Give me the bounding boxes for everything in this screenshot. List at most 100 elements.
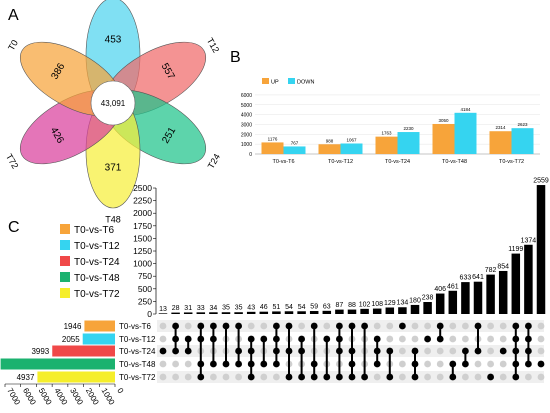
c-matrix-dot-off xyxy=(474,360,482,368)
c-matrix-dot-off xyxy=(449,322,457,330)
c-intersection-bar xyxy=(335,309,344,314)
c-intersection-value: 108 xyxy=(371,301,383,308)
petal-value-t6: 453 xyxy=(105,35,122,46)
b-bar-up xyxy=(489,131,512,154)
c-legend-label: T0-vs-T48 xyxy=(74,273,120,284)
b-category-label: T0-vs-T72 xyxy=(499,159,524,165)
c-intersection-value: 46 xyxy=(260,304,268,311)
c-matrix-dot-off xyxy=(487,322,494,330)
c-matrix-dot-off xyxy=(386,322,394,330)
c-matrix-dot-off xyxy=(462,373,469,381)
venn-center-value: 43,091 xyxy=(101,99,126,108)
b-ytick-label: 2000 xyxy=(241,132,252,138)
b-bar-value: 3050 xyxy=(438,118,449,123)
c-ytick-label: 1750 xyxy=(133,221,152,231)
c-matrix-dot-off xyxy=(210,373,217,381)
panel-a-label: A xyxy=(8,7,19,24)
b-legend-label: DOWN xyxy=(297,80,314,86)
c-intersection-bar xyxy=(309,311,319,314)
c-intersection-value: 54 xyxy=(285,304,293,311)
c-matrix-dot-off xyxy=(474,373,482,381)
c-matrix-dot-off xyxy=(159,360,167,368)
c-matrix-dot-off xyxy=(373,373,381,381)
up-down-bar-chart: 0 1000 2000 3000 4000 5000 6000 T0-vs-T6 1176 767… xyxy=(241,78,540,165)
c-set-size-bar xyxy=(52,345,115,357)
b-legend-swatch xyxy=(288,78,295,84)
b-bar-value: 4184 xyxy=(460,107,471,112)
c-matrix-dot-off xyxy=(323,322,331,330)
c-matrix-dot-off xyxy=(260,373,268,381)
c-matrix-dot-on xyxy=(159,347,167,355)
c-intersection-bar xyxy=(246,311,256,314)
c-intersection-value: 35 xyxy=(222,305,230,312)
c-intersection-value: 406 xyxy=(434,286,446,293)
b-bar-up xyxy=(261,142,284,154)
c-intersection-bar xyxy=(234,312,243,314)
c-set-size-tick-label: 5000 xyxy=(37,387,54,407)
c-intersection-bar xyxy=(158,313,168,314)
b-bar-up xyxy=(318,144,341,154)
c-intersection-bar xyxy=(183,312,193,314)
c-intersection-bar xyxy=(524,244,533,314)
c-set-size-value: 4937 xyxy=(17,373,35,382)
c-intersection-value: 129 xyxy=(384,300,396,307)
b-bar-value: 988 xyxy=(326,138,334,143)
c-matrix-dot-off xyxy=(436,360,444,368)
c-matrix-dot-off xyxy=(436,347,444,355)
c-matrix-dot-off xyxy=(235,373,243,381)
petal-label-t48: T48 xyxy=(105,215,121,225)
c-legend-swatch xyxy=(60,256,70,266)
c-ytick-label: 2500 xyxy=(133,183,152,193)
c-matrix-dot-off xyxy=(424,322,431,330)
c-legend-label: T0-vs-T6 xyxy=(74,225,114,236)
c-ytick-label: 750 xyxy=(138,271,152,281)
b-ytick-label: 4000 xyxy=(241,113,252,119)
c-legend-label: T0-vs-T72 xyxy=(74,289,120,300)
c-set-size-tick-label: 2000 xyxy=(84,387,101,407)
c-matrix-dot-on xyxy=(537,360,545,368)
b-bar-up xyxy=(375,136,398,154)
c-matrix-dot-off xyxy=(436,373,444,381)
b-bar-down xyxy=(283,146,306,154)
c-set-name: T0-vs-T6 xyxy=(119,322,152,331)
c-intersection-bar xyxy=(347,309,357,314)
c-intersection-bar xyxy=(498,270,508,314)
c-matrix-dot-off xyxy=(424,373,431,381)
c-set-size-tick-label: 3000 xyxy=(68,387,85,407)
b-bar-down xyxy=(340,143,363,154)
c-matrix-dot-on xyxy=(399,322,406,330)
c-matrix-dot-off xyxy=(373,322,381,330)
c-matrix-dot-off xyxy=(487,360,494,368)
b-bar-down xyxy=(454,112,477,154)
c-matrix-dot-off xyxy=(449,335,457,343)
c-intersection-value: 641 xyxy=(472,274,484,281)
c-intersection-value: 35 xyxy=(235,305,243,312)
c-matrix-dot-off xyxy=(159,373,167,381)
b-bar-value: 1067 xyxy=(346,137,357,142)
c-intersection-value: 461 xyxy=(447,283,459,290)
c-set-size-tick-label: 7000 xyxy=(5,387,22,407)
c-intersection-bar xyxy=(297,311,306,314)
c-matrix-dot-on xyxy=(487,373,494,381)
c-intersection-value: 43 xyxy=(247,304,255,311)
c-matrix-dot-on xyxy=(499,347,507,355)
c-matrix-dot-off xyxy=(172,373,180,381)
c-intersection-value: 63 xyxy=(323,303,331,310)
c-set-name: T0-vs-T72 xyxy=(119,373,156,382)
c-set-name: T0-vs-T24 xyxy=(119,347,156,356)
c-ytick-label: 500 xyxy=(138,284,152,294)
c-intersection-value: 31 xyxy=(184,305,192,312)
b-ytick-label: 6000 xyxy=(241,93,252,99)
c-set-size-bar xyxy=(37,371,115,383)
c-matrix-dot-off xyxy=(222,373,230,381)
c-intersection-value: 633 xyxy=(460,275,472,282)
c-intersection-value: 13 xyxy=(159,306,167,313)
c-matrix-dot-off xyxy=(499,360,507,368)
b-bar-down xyxy=(511,128,534,154)
panel-b-label: B xyxy=(230,49,241,66)
c-intersection-bar xyxy=(448,290,458,314)
c-intersection-value: 180 xyxy=(409,297,421,304)
b-ytick-label: 1000 xyxy=(241,142,252,148)
c-matrix-dot-off xyxy=(184,322,192,330)
